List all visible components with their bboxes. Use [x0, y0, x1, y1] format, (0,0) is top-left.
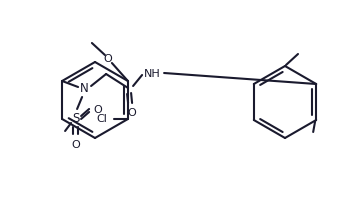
Text: N: N [80, 82, 89, 96]
Text: O: O [94, 105, 102, 115]
Text: O: O [103, 54, 112, 64]
Text: O: O [72, 140, 81, 150]
Text: Cl: Cl [97, 114, 107, 124]
Text: O: O [128, 108, 136, 118]
Text: S: S [72, 112, 80, 126]
Text: NH: NH [144, 69, 160, 79]
